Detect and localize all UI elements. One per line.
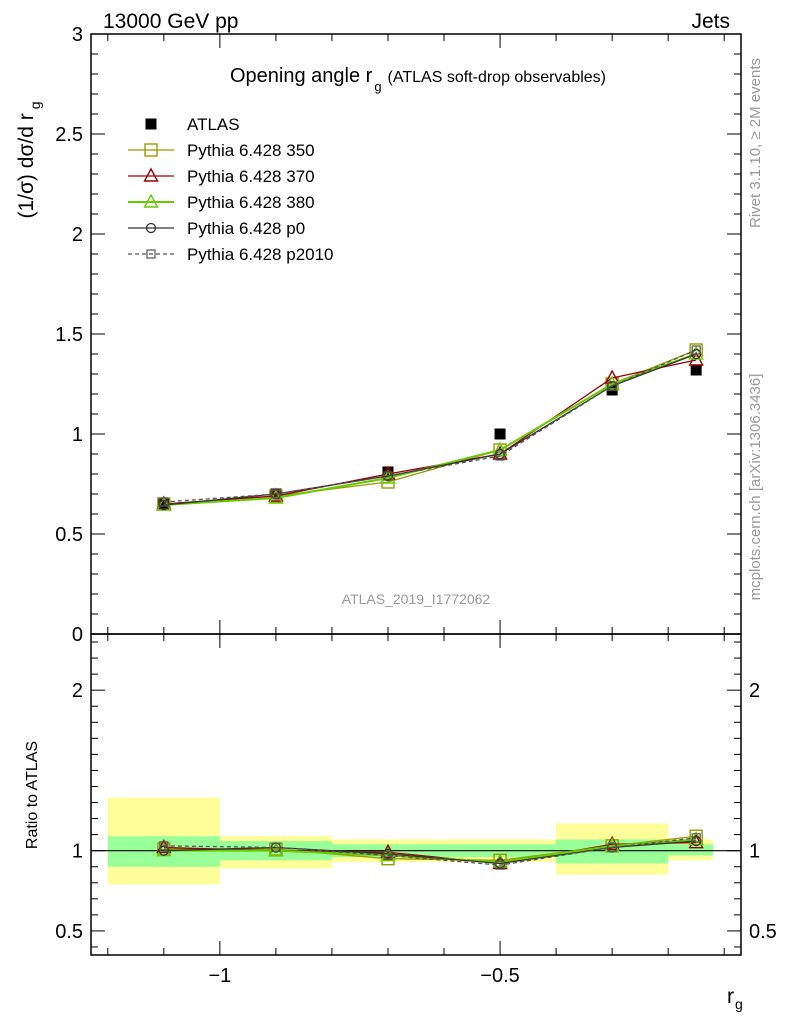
marker-p2010	[383, 850, 393, 861]
analysis-watermark: ATLAS_2019_I1772062	[342, 591, 491, 607]
legend-item-p370: Pythia 6.428 370	[128, 167, 315, 186]
legend-marker-data	[145, 118, 157, 130]
svg-text:(1/σ) dσ/d rg: (1/σ) dσ/d r g	[15, 101, 43, 218]
legend-item-p350: Pythia 6.428 350	[128, 141, 315, 160]
series-line-p380	[163, 353, 697, 506]
chart-title-sub: g	[374, 79, 381, 94]
marker-p2010	[159, 841, 169, 851]
legend-marker-p370	[143, 167, 159, 182]
marker-p2010	[607, 842, 617, 853]
series-line-p2010	[163, 837, 697, 866]
chart-title: Opening angle r g (ATLAS soft-drop observa…	[230, 65, 606, 94]
marker-p2010	[691, 345, 701, 355]
ratio-y-axis-label: Ratio to ATLAS	[24, 741, 41, 849]
main-ytick-label: 1.5	[55, 324, 83, 346]
axes-frames: 0.5 1 1.5 2 2.5 3 0 0.5 0.5 1 1 2 2 −1 −0.5	[55, 24, 777, 987]
main-ytick-label: 0	[72, 624, 83, 646]
ratio-ytick-label: 0.5	[55, 921, 83, 943]
legend-marker-p0	[145, 222, 157, 234]
x-axis-label-sub: g	[735, 996, 743, 1012]
rivet-label: Rivet 3.1.10, ≥ 2M events	[747, 58, 764, 228]
ratio-ytick-label-right: 0.5	[749, 921, 777, 943]
marker-p2010	[495, 860, 505, 870]
header-jets: Jets	[691, 10, 730, 33]
ratio-frame	[90, 633, 742, 956]
legend-label-p2010: Pythia 6.428 p2010	[187, 245, 334, 264]
marker-p2010	[271, 842, 281, 853]
main-ytick-label: 2.5	[55, 124, 83, 146]
main-ytick-label: 0.5	[55, 524, 83, 546]
marker-p380	[492, 441, 508, 456]
xtick-label: −1	[208, 965, 231, 987]
marker-p350	[689, 343, 703, 357]
legend: ATLAS Pythia 6.428 350 Pythia 6.428 370 Pyt…	[128, 115, 334, 264]
marker-p2010	[495, 451, 505, 461]
main-series-layer	[156, 343, 704, 511]
legend-label-p0: Pythia 6.428 p0	[187, 219, 305, 238]
ratio-ytick-label-right: 2	[749, 680, 760, 702]
legend-item-data: ATLAS	[145, 115, 240, 134]
x-axis-label-text: r	[727, 985, 734, 1008]
ratio-band-inner	[668, 844, 713, 856]
marker-p2010	[607, 381, 617, 391]
y-axis-label-text: (1/σ) dσ/d r	[15, 113, 38, 218]
ratio-ytick-label: 1	[72, 841, 83, 863]
marker-p2010	[271, 489, 281, 499]
marker-p370	[268, 487, 284, 502]
legend-marker-p380	[143, 193, 159, 208]
x-axis-label: rg	[727, 985, 743, 1012]
y-axis-label-sub: g	[27, 101, 43, 109]
legend-marker-p350	[144, 143, 158, 157]
legend-label-p350: Pythia 6.428 350	[187, 141, 315, 160]
xtick-label: −0.5	[480, 965, 519, 987]
chart-title-main: Opening angle r	[230, 65, 373, 87]
marker-p2010	[159, 497, 169, 507]
legend-item-p0: Pythia 6.428 p0	[128, 219, 305, 238]
ratio-ytick-label-right: 1	[749, 841, 760, 863]
chart-title-suffix: (ATLAS soft-drop observables)	[388, 69, 606, 86]
legend-marker-p2010	[146, 249, 156, 259]
mcplots-label: mcplots.cern.ch [arXiv:1306.3436]	[747, 374, 764, 601]
marker-p2010	[691, 833, 701, 843]
main-ytick-label: 3	[72, 24, 83, 46]
legend-label-p370: Pythia 6.428 370	[187, 167, 315, 186]
ratio-uncertainty-bands	[91, 797, 741, 885]
series-line-p350	[163, 349, 697, 505]
main-ytick-label: 1	[72, 424, 83, 446]
ratio-series-layer	[156, 829, 704, 870]
series-line-p2010	[163, 349, 697, 503]
legend-item-p2010: Pythia 6.428 p2010	[128, 245, 334, 264]
ratio-ytick-label: 2	[72, 680, 83, 702]
main-y-axis-label: (1/σ) dσ/d r g	[15, 101, 43, 218]
marker-data	[494, 428, 506, 440]
header-energy: 13000 GeV pp	[103, 10, 238, 33]
legend-item-p380: Pythia 6.428 380	[128, 193, 315, 212]
marker-p380	[268, 842, 284, 857]
marker-data	[690, 364, 702, 376]
main-ytick-label: 2	[72, 224, 83, 246]
marker-p2010	[383, 471, 393, 481]
legend-label-p380: Pythia 6.428 380	[187, 193, 315, 212]
legend-label-data: ATLAS	[187, 115, 240, 134]
